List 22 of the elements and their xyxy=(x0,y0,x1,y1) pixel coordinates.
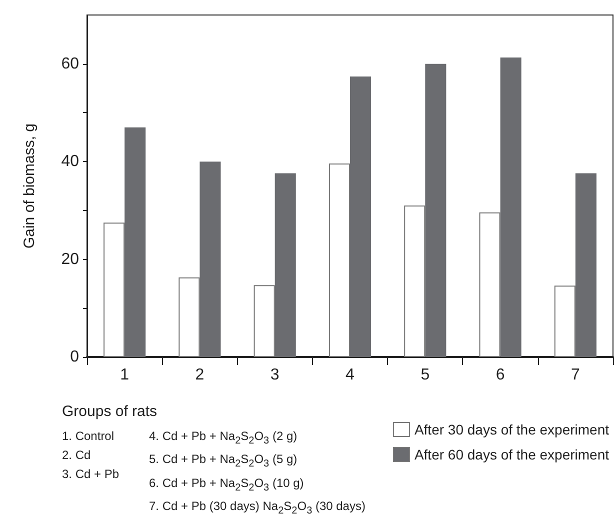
text: 2. Cd xyxy=(62,447,92,464)
x-tick-label: 7 xyxy=(570,366,580,384)
x-tick-label: 1 xyxy=(120,366,130,384)
y-tick-label: 40 xyxy=(61,153,80,170)
text: 4. Cd + Pb + Na$_{2}$S$_{2}$O$_{3}$ (2 g) xyxy=(149,428,298,448)
legend-label: After 60 days of the experiment xyxy=(414,446,610,462)
y-tick-label: 20 xyxy=(61,250,80,268)
legend-label: After 30 days of the experiment xyxy=(414,422,610,438)
x-tick-label: 2 xyxy=(195,366,204,384)
y-axis-title: Gain of biomass, g xyxy=(21,123,38,249)
text: Groups of rats xyxy=(62,403,158,420)
text: 7. Cd + Pb (30 days) Na$_{2}$S$_{2}$O$_{3}$ (30 days) xyxy=(149,498,366,519)
text: 5. Cd + Pb + Na$_{2}$S$_{2}$O$_{3}$ (5 g) xyxy=(149,451,298,472)
text: 1. Control xyxy=(62,428,116,445)
y-tick-label: 60 xyxy=(61,55,80,72)
text: 6. Cd + Pb + Na$_{2}$S$_{2}$O$_{3}$ (10 g) xyxy=(149,474,305,496)
y-tick-label: 0 xyxy=(70,348,80,366)
x-tick-label: 3 xyxy=(270,366,280,384)
x-tick-label: 6 xyxy=(496,366,505,384)
x-tick-label: 4 xyxy=(346,366,355,384)
text: 3. Cd + Pb xyxy=(62,466,120,483)
x-tick-label: 5 xyxy=(420,366,430,384)
